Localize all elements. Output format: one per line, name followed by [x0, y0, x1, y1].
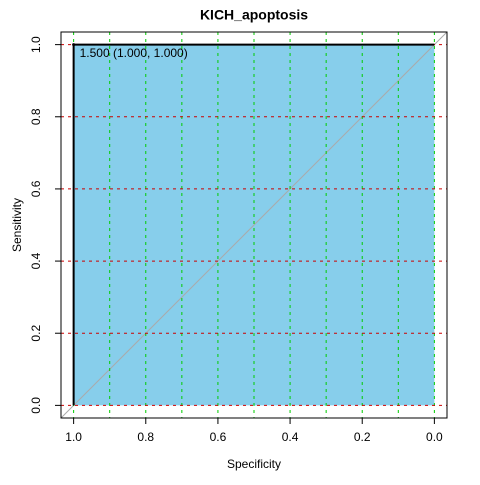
x-tick-label: 0.0 — [426, 430, 443, 444]
y-tick-label: 1.0 — [29, 36, 43, 53]
y-axis-label: Sensitivity — [10, 198, 24, 252]
threshold-point — [72, 43, 76, 47]
y-tick-label: 0.4 — [29, 252, 43, 269]
diagonal — [60, 31, 448, 419]
y-tick-label: 0.6 — [29, 180, 43, 197]
y-tick-label: 0.8 — [29, 108, 43, 125]
x-tick-label: 0.4 — [282, 430, 299, 444]
y-tick-label: 0.0 — [29, 397, 43, 414]
x-tick-label: 1.0 — [65, 430, 82, 444]
x-tick-label: 0.8 — [137, 430, 154, 444]
threshold-label: 1.500 (1.000, 1.000) — [80, 46, 188, 60]
x-tick-label: 0.2 — [354, 430, 371, 444]
x-tick-label: 0.6 — [210, 430, 227, 444]
chart-title: KICH_apoptosis — [200, 7, 308, 23]
x-axis-label: Specificity — [227, 457, 281, 471]
y-tick-label: 0.2 — [29, 325, 43, 342]
plot-frame — [60, 31, 448, 419]
